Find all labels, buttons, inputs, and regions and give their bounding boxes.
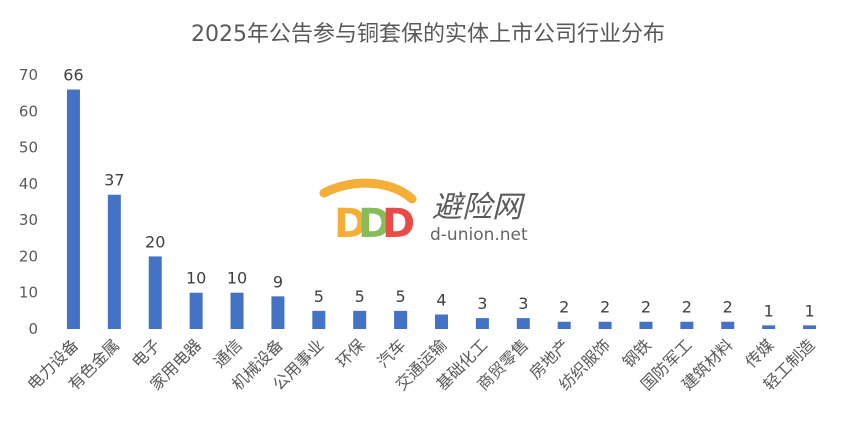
data-label: 10 <box>227 269 247 288</box>
data-label: 1 <box>804 301 814 320</box>
bar <box>435 314 448 329</box>
y-tick-label: 40 <box>19 175 38 193</box>
data-label: 3 <box>518 294 528 313</box>
data-label: 2 <box>559 298 569 317</box>
data-label: 9 <box>273 272 283 291</box>
y-tick-label: 20 <box>19 247 38 265</box>
logo-arc <box>319 178 417 204</box>
bar <box>557 321 571 329</box>
bar <box>680 321 694 329</box>
data-label: 5 <box>314 287 324 306</box>
bar <box>230 292 244 329</box>
data-label: 2 <box>682 298 692 317</box>
y-tick-label: 60 <box>19 102 38 120</box>
x-tick-label: 钢铁 <box>619 335 655 371</box>
bar <box>312 310 326 329</box>
y-tick-label: 70 <box>19 66 38 84</box>
data-label: 2 <box>723 298 733 317</box>
x-tick-label: 环保 <box>332 335 368 371</box>
data-label: 5 <box>355 287 365 306</box>
data-label: 4 <box>436 290 446 309</box>
y-tick-label: 50 <box>19 139 38 157</box>
x-tick-label: 汽车 <box>373 335 409 371</box>
bar <box>803 325 817 329</box>
logo-letter-3: D <box>382 201 415 247</box>
x-tick-label: 电子 <box>128 335 164 371</box>
bar <box>639 321 653 329</box>
data-label: 1 <box>764 301 774 320</box>
bar <box>516 318 530 329</box>
bar <box>189 292 203 329</box>
bar <box>66 89 80 329</box>
data-label: 2 <box>600 298 610 317</box>
watermark-en-text: d-union.net <box>430 225 528 245</box>
bar <box>394 310 408 329</box>
y-tick-label: 0 <box>28 320 38 338</box>
y-tick-label: 30 <box>19 211 38 229</box>
data-label: 3 <box>477 294 487 313</box>
watermark-cn-text: 避险网 <box>432 190 526 225</box>
data-label: 5 <box>396 287 406 306</box>
logo-letter-2: D <box>358 201 391 247</box>
x-tick-label: 传媒 <box>741 335 777 371</box>
bar <box>475 318 489 329</box>
bar <box>353 310 367 329</box>
bar <box>148 256 162 329</box>
bar <box>721 321 735 329</box>
data-label: 66 <box>63 66 83 85</box>
x-tick-label: 通信 <box>210 335 246 371</box>
y-tick-label: 10 <box>19 284 38 302</box>
bars: 66 37 20 10 10 9 5 5 5 4 3 3 2 2 2 2 2 1 1 <box>63 66 817 329</box>
bar <box>271 296 285 329</box>
logo-letter-1: D <box>334 201 367 247</box>
data-label: 20 <box>145 232 165 251</box>
bar <box>598 321 612 329</box>
watermark-logo: D D D 避险网 d-union.net <box>319 178 528 247</box>
chart-title: 2025年公告参与铜套保的实体上市公司行业分布 <box>191 22 665 47</box>
data-label: 2 <box>641 298 651 317</box>
data-label: 37 <box>104 171 124 190</box>
bar <box>762 325 776 329</box>
y-axis: 0 10 20 30 40 50 60 70 <box>19 66 38 338</box>
bar <box>107 194 121 329</box>
data-label: 10 <box>186 269 206 288</box>
